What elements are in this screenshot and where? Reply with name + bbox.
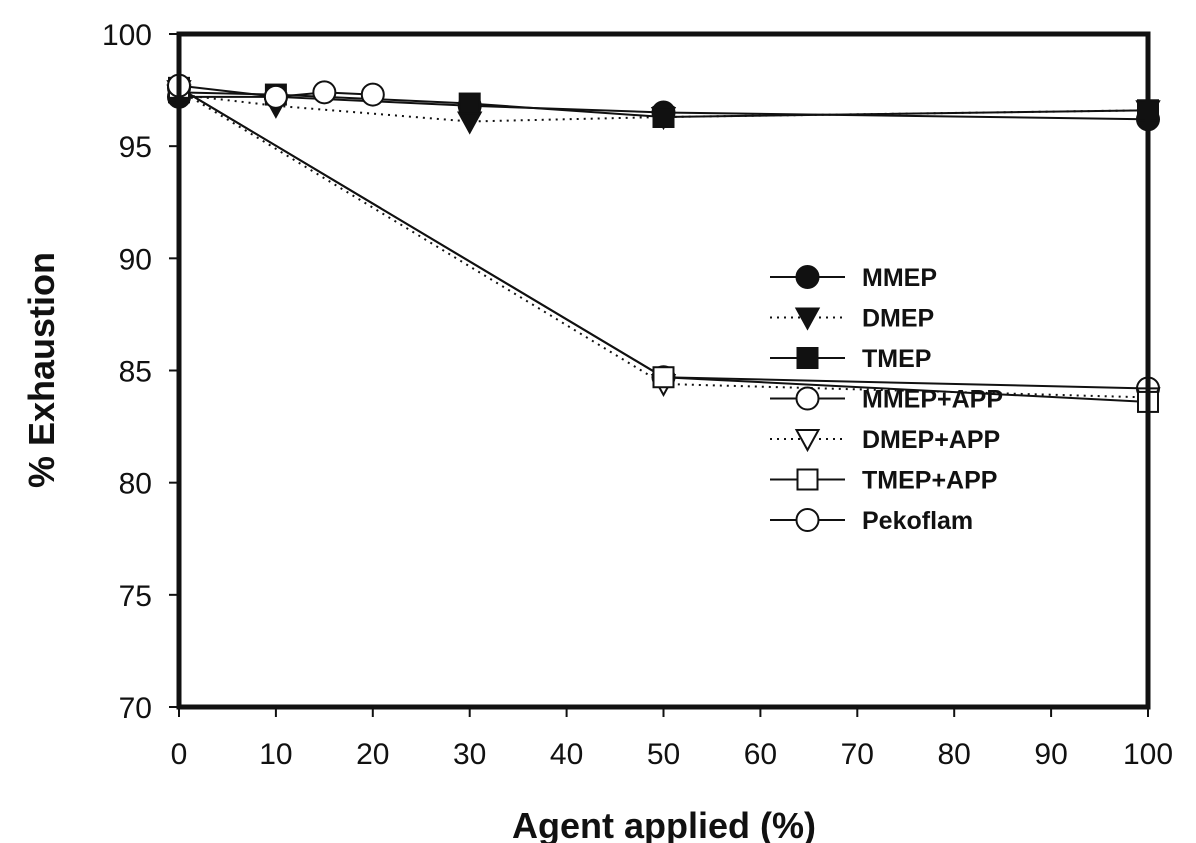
- legend-item-dmep-app: DMEP+APP: [770, 426, 1000, 454]
- x-tick-label: 80: [938, 738, 971, 771]
- series-line-tmep-app: [178, 86, 1149, 403]
- x-tick-label: 10: [259, 738, 292, 771]
- legend-label: MMEP+APP: [862, 386, 1003, 414]
- legend-label: Pekoflam: [862, 507, 973, 535]
- x-tick-label: 60: [744, 738, 777, 771]
- data-point-pekoflam: [312, 80, 337, 105]
- y-tick-label: 95: [119, 131, 152, 164]
- y-tick-label: 70: [119, 692, 152, 725]
- data-point-tmep: [652, 106, 675, 129]
- data-point-dmep: [457, 111, 483, 135]
- legend-item-pekoflam: Pekoflam: [770, 507, 973, 535]
- legend-label: TMEP: [862, 345, 931, 373]
- legend-item-tmep: TMEP: [770, 345, 931, 373]
- legend-item-tmep-app: TMEP+APP: [770, 467, 997, 495]
- x-tick-label: 100: [1123, 738, 1173, 771]
- data-point-pekoflam: [263, 84, 288, 109]
- plot-content: [166, 73, 1161, 413]
- y-tick-label: 85: [119, 356, 152, 389]
- legend-label: DMEP: [862, 305, 934, 333]
- legend-marker: [794, 307, 821, 331]
- legend-marker: [795, 386, 820, 411]
- data-point-pekoflam: [360, 82, 385, 107]
- x-axis-ticks: 0 10 20 30 40 50 60 70 80 90 100: [171, 707, 1173, 771]
- y-tick-label: 90: [119, 243, 152, 276]
- x-tick-label: 50: [647, 738, 680, 771]
- x-tick-label: 20: [356, 738, 389, 771]
- y-tick-label: 80: [119, 468, 152, 501]
- y-tick-label: 100: [102, 19, 152, 52]
- legend-item-dmep: DMEP: [770, 305, 934, 333]
- legend: MMEP DMEP TMEP MMEP+APP DMEP+APP TMEP+APP Peko…: [770, 264, 1003, 535]
- series-line-dmep-app: [178, 89, 1149, 399]
- y-axis-ticks: 70 75 80 85 90 95 100: [102, 19, 179, 725]
- legend-marker: [796, 468, 819, 491]
- series-line-pekoflam: [178, 84, 373, 98]
- y-axis-title: % Exhaustion: [21, 252, 62, 488]
- x-axis-title: Agent applied (%): [512, 805, 816, 843]
- y-tick-label: 75: [119, 580, 152, 613]
- legend-marker: [794, 429, 821, 453]
- legend-item-mmep: MMEP: [770, 264, 937, 292]
- legend-marker: [796, 347, 819, 369]
- series-line-mmep-app: [178, 86, 1149, 390]
- x-tick-label: 30: [453, 738, 486, 771]
- legend-marker: [795, 265, 820, 289]
- legend-label: TMEP+APP: [862, 467, 997, 495]
- series-pekoflam: [167, 73, 385, 109]
- data-point-tmep-app: [652, 366, 675, 389]
- legend-item-mmep-app: MMEP+APP: [770, 386, 1003, 414]
- legend-label: DMEP+APP: [862, 426, 1000, 454]
- series-dmep-app: [166, 80, 1161, 411]
- legend-label: MMEP: [862, 264, 937, 292]
- legend-marker: [795, 508, 820, 532]
- x-tick-label: 40: [550, 738, 583, 771]
- x-tick-label: 90: [1034, 738, 1067, 771]
- x-tick-label: 0: [171, 738, 188, 771]
- data-point-tmep: [458, 92, 481, 115]
- x-tick-label: 70: [841, 738, 874, 771]
